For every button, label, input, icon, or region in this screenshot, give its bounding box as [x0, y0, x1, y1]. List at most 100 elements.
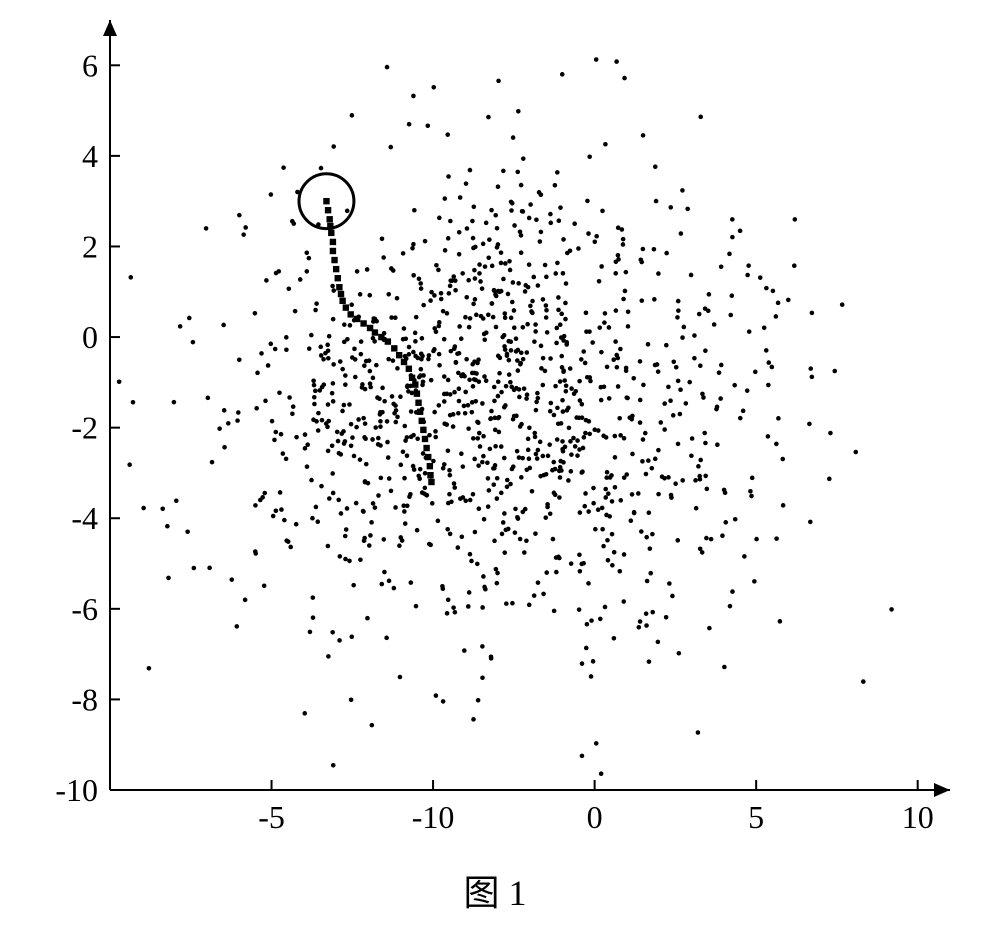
data-point	[492, 399, 497, 404]
data-point	[480, 401, 485, 406]
data-point	[480, 675, 485, 680]
data-point	[515, 170, 520, 175]
data-point	[727, 252, 732, 257]
data-point	[555, 406, 560, 411]
data-point	[362, 536, 367, 541]
data-point	[253, 311, 258, 316]
data-point	[603, 311, 608, 316]
data-point	[467, 378, 472, 383]
data-point	[889, 607, 894, 612]
data-point	[499, 250, 504, 255]
data-point	[507, 372, 512, 377]
data-point	[325, 343, 330, 348]
data-point	[302, 711, 307, 716]
data-point	[554, 341, 559, 346]
data-point	[578, 510, 583, 515]
path-point	[412, 381, 418, 387]
data-point	[395, 296, 400, 301]
data-point	[361, 416, 366, 421]
data-point	[496, 184, 501, 189]
data-point	[615, 365, 620, 370]
data-point	[597, 325, 602, 330]
data-point	[414, 315, 419, 320]
data-point	[421, 451, 426, 456]
data-point	[311, 378, 316, 383]
data-point	[720, 533, 725, 538]
data-point	[401, 251, 406, 256]
data-point	[557, 495, 562, 500]
data-point	[338, 554, 343, 559]
data-point	[482, 337, 487, 342]
data-point	[603, 487, 608, 492]
data-point	[853, 450, 858, 455]
path-point	[331, 257, 337, 263]
data-point	[524, 539, 529, 544]
data-point	[477, 506, 482, 511]
data-point	[343, 557, 348, 562]
data-point	[581, 446, 586, 451]
data-point	[502, 511, 507, 516]
data-point	[226, 421, 231, 426]
data-point	[337, 638, 342, 643]
data-point	[606, 558, 611, 563]
data-point	[493, 444, 498, 449]
data-point	[448, 532, 453, 537]
data-point	[539, 230, 544, 235]
data-point	[587, 154, 592, 159]
data-point	[262, 491, 267, 496]
data-point	[376, 442, 381, 447]
data-point	[371, 336, 376, 341]
data-point	[263, 399, 268, 404]
data-point	[364, 462, 369, 467]
data-point	[504, 528, 509, 533]
data-point	[684, 401, 689, 406]
data-point	[548, 409, 553, 414]
data-point	[411, 94, 416, 99]
data-point	[560, 365, 565, 370]
data-point	[571, 436, 576, 441]
data-point	[359, 339, 364, 344]
data-point	[656, 640, 661, 645]
data-point	[766, 434, 771, 439]
data-point	[313, 389, 318, 394]
data-point	[698, 458, 703, 463]
data-point	[693, 478, 698, 483]
data-point	[698, 115, 703, 120]
data-point	[484, 221, 489, 226]
data-point	[237, 213, 242, 218]
data-point	[397, 543, 402, 548]
data-point	[355, 269, 360, 274]
path-point	[406, 366, 412, 372]
x-tick-label: 5	[748, 799, 764, 835]
data-point	[358, 457, 363, 462]
data-point	[548, 221, 553, 226]
data-point	[236, 410, 241, 415]
data-point	[411, 242, 416, 247]
data-point	[558, 205, 563, 210]
data-point	[660, 474, 665, 479]
data-point	[500, 532, 505, 537]
data-point	[241, 232, 246, 237]
data-point	[431, 459, 436, 464]
data-point	[473, 276, 478, 281]
data-point	[431, 85, 436, 90]
data-point	[343, 534, 348, 539]
data-point	[141, 506, 146, 511]
data-point	[480, 460, 485, 465]
data-point	[451, 424, 456, 429]
data-point	[368, 369, 373, 374]
data-point	[469, 559, 474, 564]
data-point	[662, 401, 667, 406]
data-point	[441, 699, 446, 704]
data-point	[664, 251, 669, 256]
data-point	[160, 506, 165, 511]
data-point	[622, 76, 627, 81]
data-point	[641, 133, 646, 138]
data-point	[402, 509, 407, 514]
data-point	[331, 399, 336, 404]
data-point	[766, 360, 771, 365]
data-point	[461, 464, 466, 469]
data-point	[341, 429, 346, 434]
data-point	[482, 374, 487, 379]
path-point	[347, 311, 353, 317]
